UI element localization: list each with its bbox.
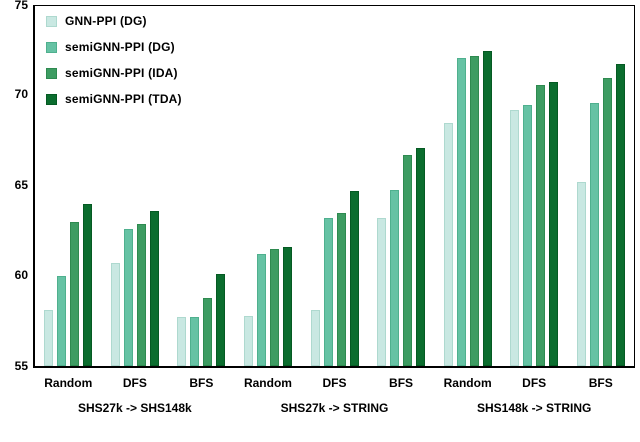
- group-label-7-dfs: DFS: [522, 376, 547, 390]
- bar-semignn-ppi-ida-group-4: [336, 213, 346, 366]
- group-label-1-dfs: DFS: [122, 376, 147, 390]
- y-tick-75: 75: [14, 0, 28, 12]
- bar-gnn-ppi-dg-group-0: [44, 310, 54, 366]
- group-label-2-bfs: BFS: [189, 376, 214, 390]
- bar-semignn-ppi-tda-group-8: [615, 63, 625, 366]
- y-tick-55: 55: [14, 359, 28, 373]
- group-label-4-dfs: DFS: [322, 376, 347, 390]
- bar-semignn-ppi-dg-group-1: [123, 229, 133, 366]
- legend-item-semignn-ppi-ida: semiGNN-PPI (IDA): [46, 65, 182, 81]
- legend-swatch-semignn-ppi-ida: [46, 67, 57, 79]
- legend-swatch-gnn-ppi-dg: [46, 15, 57, 27]
- section-label-0: SHS27k -> SHS148k: [77, 401, 192, 415]
- bar-semignn-ppi-ida-group-0: [70, 222, 80, 366]
- bar-gnn-ppi-dg-group-1: [110, 263, 120, 366]
- group-label-0-random: Random: [44, 376, 93, 390]
- bar-semignn-ppi-tda-group-4: [349, 191, 359, 366]
- legend-label: GNN-PPI (DG): [65, 14, 147, 28]
- bar-semignn-ppi-ida-group-5: [403, 155, 413, 366]
- bar-semignn-ppi-tda-group-5: [416, 148, 426, 366]
- group-label-8-bfs: BFS: [588, 376, 613, 390]
- bar-semignn-ppi-dg-group-3: [256, 254, 266, 366]
- bar-semignn-ppi-ida-group-1: [136, 223, 146, 366]
- bar-semignn-ppi-tda-group-7: [549, 81, 559, 366]
- bar-gnn-ppi-dg-group-6: [443, 123, 453, 366]
- bar-semignn-ppi-dg-group-2: [190, 317, 200, 366]
- group-label-3-random: Random: [243, 376, 292, 390]
- y-tick-65: 65: [14, 178, 28, 192]
- bar-semignn-ppi-ida-group-6: [469, 56, 479, 366]
- legend-swatch-semignn-ppi-dg: [46, 41, 57, 53]
- legend-label: semiGNN-PPI (TDA): [65, 92, 182, 106]
- bar-semignn-ppi-dg-group-6: [456, 58, 466, 366]
- bar-semignn-ppi-tda-group-6: [482, 51, 492, 366]
- bar-semignn-ppi-dg-group-0: [57, 276, 67, 366]
- y-tick-60: 60: [14, 268, 28, 282]
- legend-item-semignn-ppi-tda: semiGNN-PPI (TDA): [46, 91, 182, 107]
- bar-gnn-ppi-dg-group-2: [177, 317, 187, 366]
- section-label-1: SHS27k -> STRING: [280, 401, 389, 415]
- group-label-6-random: Random: [443, 376, 492, 390]
- bar-semignn-ppi-ida-group-3: [269, 249, 279, 366]
- y-tick-70: 70: [14, 87, 28, 101]
- plot-area: GNN-PPI (DG) semiGNN-PPI (DG) semiGNN-PP…: [33, 5, 635, 368]
- bar-semignn-ppi-ida-group-2: [203, 297, 213, 366]
- bar-semignn-ppi-ida-group-8: [602, 78, 612, 366]
- legend-item-gnn-ppi-dg: GNN-PPI (DG): [46, 13, 182, 29]
- group-label-5-bfs: BFS: [389, 376, 414, 390]
- bar-gnn-ppi-dg-group-5: [377, 218, 387, 366]
- bar-semignn-ppi-dg-group-8: [589, 103, 599, 366]
- bar-semignn-ppi-dg-group-7: [523, 105, 533, 366]
- bar-gnn-ppi-dg-group-3: [243, 315, 253, 366]
- bar-gnn-ppi-dg-group-4: [310, 310, 320, 366]
- bar-semignn-ppi-tda-group-0: [83, 204, 93, 366]
- legend-swatch-semignn-ppi-tda: [46, 93, 57, 105]
- bars-layer: [35, 6, 634, 366]
- bar-semignn-ppi-dg-group-5: [390, 189, 400, 366]
- legend-label: semiGNN-PPI (IDA): [65, 66, 178, 80]
- bar-semignn-ppi-tda-group-2: [216, 274, 226, 366]
- bar-gnn-ppi-dg-group-7: [510, 110, 520, 366]
- legend-label: semiGNN-PPI (DG): [65, 40, 175, 54]
- bar-semignn-ppi-dg-group-4: [323, 218, 333, 366]
- bar-semignn-ppi-tda-group-1: [149, 211, 159, 366]
- legend-item-semignn-ppi-dg: semiGNN-PPI (DG): [46, 39, 182, 55]
- bar-semignn-ppi-ida-group-7: [536, 85, 546, 366]
- bar-semignn-ppi-tda-group-3: [282, 247, 292, 366]
- section-label-2: SHS148k -> STRING: [476, 401, 592, 415]
- bar-gnn-ppi-dg-group-8: [576, 182, 586, 366]
- legend: GNN-PPI (DG) semiGNN-PPI (DG) semiGNN-PP…: [46, 13, 182, 117]
